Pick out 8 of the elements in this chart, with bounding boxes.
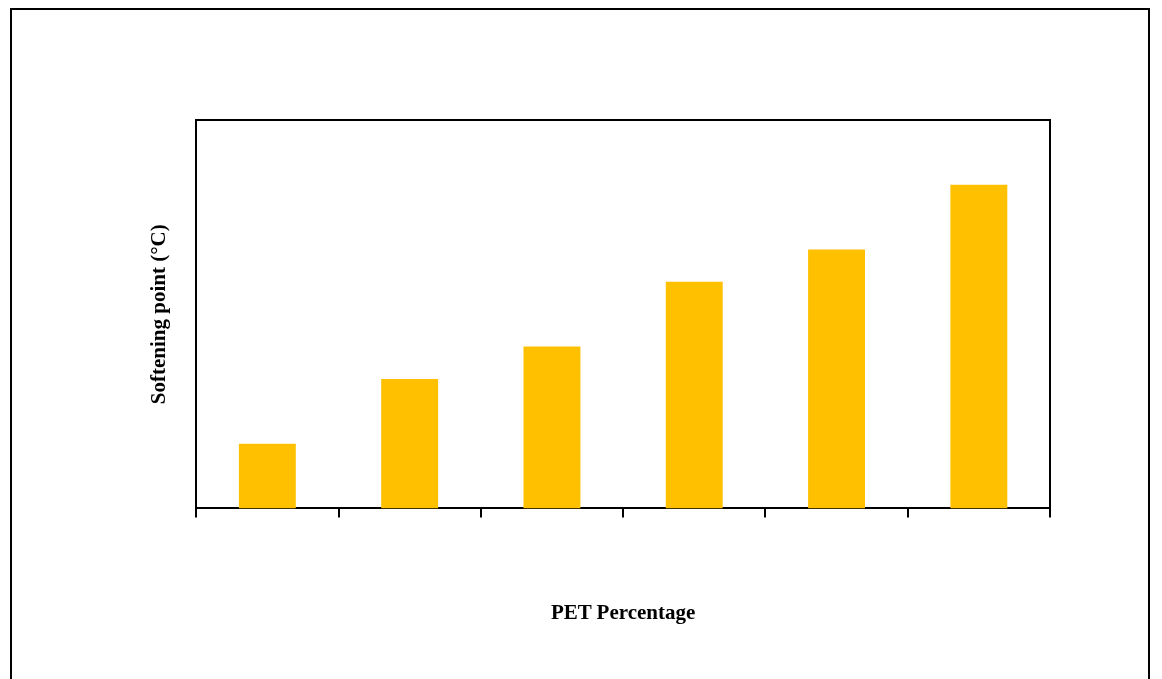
bar xyxy=(808,249,866,509)
y-axis-title: Softening point (°C) xyxy=(146,224,171,405)
bar xyxy=(665,281,723,509)
bar xyxy=(381,378,439,509)
bar xyxy=(950,184,1008,509)
x-axis-title: PET Percentage xyxy=(550,599,696,624)
bar xyxy=(523,346,581,509)
bar xyxy=(238,443,296,509)
